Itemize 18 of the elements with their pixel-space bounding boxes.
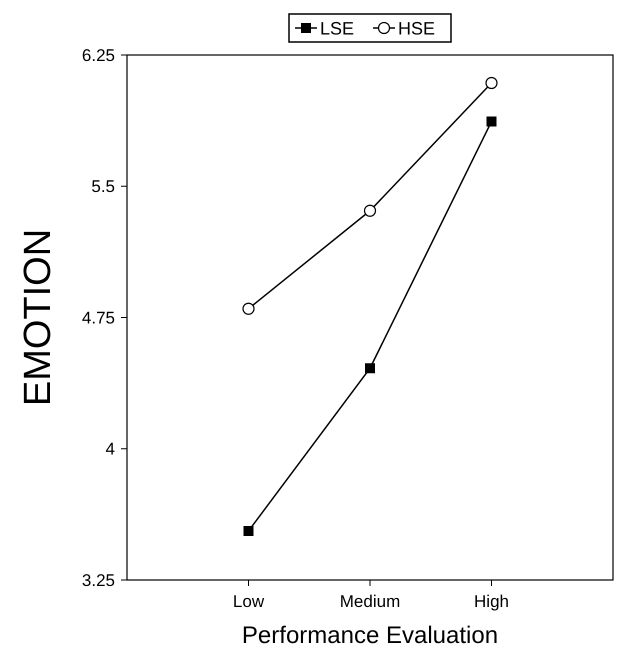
y-tick-label: 4.75 — [82, 308, 115, 328]
y-tick-label: 4 — [106, 440, 115, 459]
legend-label: LSE — [320, 18, 354, 38]
point — [486, 116, 496, 126]
point — [485, 76, 498, 90]
legend-label: HSE — [398, 18, 436, 38]
point — [244, 526, 254, 536]
y-tick-label: 6.25 — [82, 46, 115, 65]
x-axis-title: Performance Evaluation — [242, 622, 498, 649]
x-tick-label: Medium — [340, 592, 400, 611]
x-tick-label: High — [474, 592, 509, 611]
y-tick-label: 5.5 — [91, 177, 115, 196]
point — [364, 204, 376, 217]
y-axis-title: EMOTION — [17, 228, 59, 406]
x-tick-label: Low — [232, 592, 265, 611]
point — [242, 302, 255, 315]
y-tick-label: 3.25 — [82, 570, 115, 590]
point — [365, 363, 375, 374]
